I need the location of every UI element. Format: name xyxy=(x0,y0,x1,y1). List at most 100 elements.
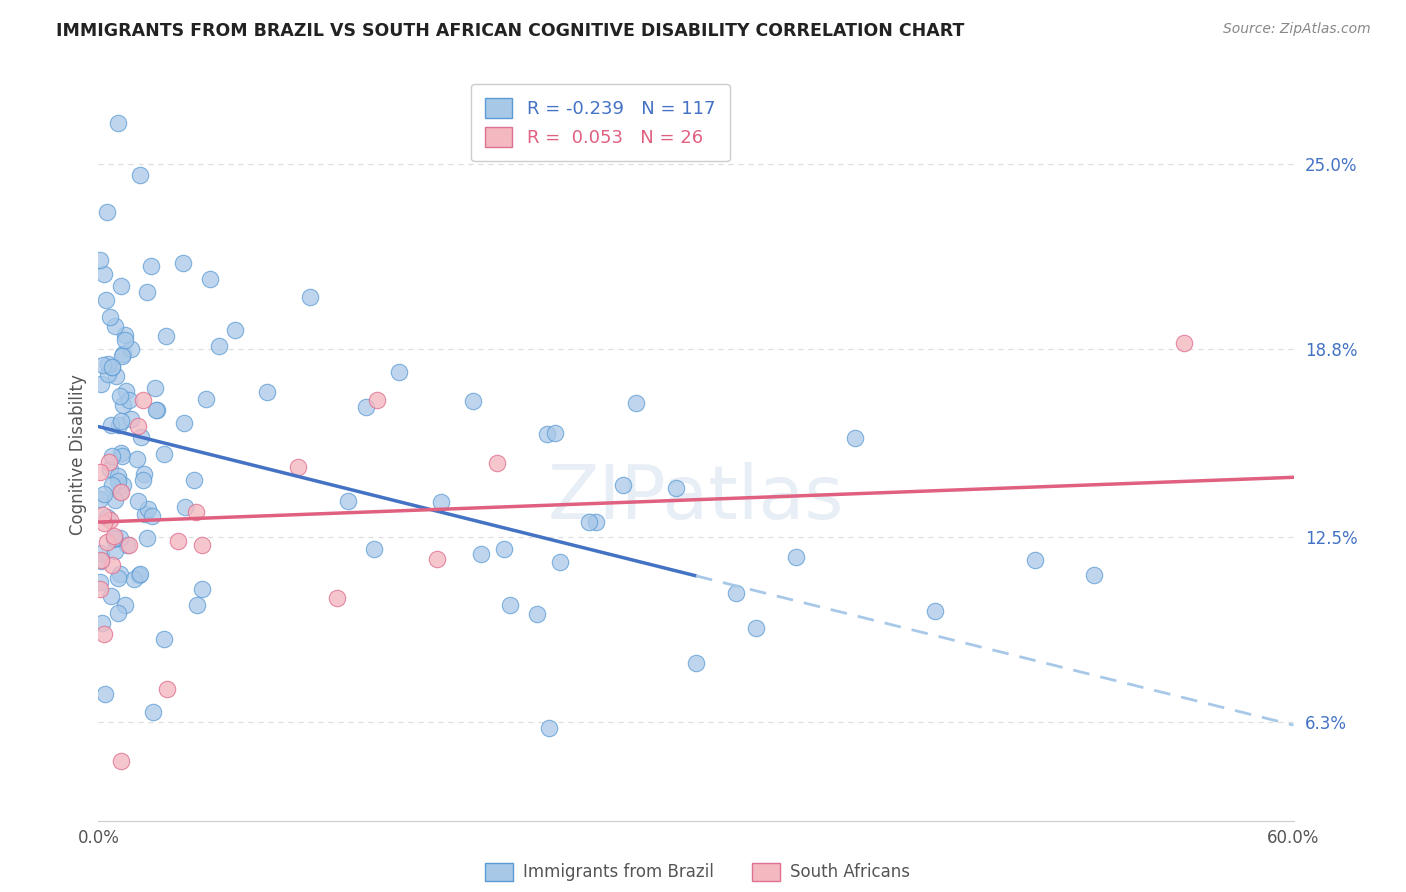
Point xyxy=(224,323,246,337)
Point xyxy=(526,607,548,621)
Point xyxy=(107,606,129,620)
Point xyxy=(110,445,132,459)
Point xyxy=(89,253,111,268)
Point xyxy=(90,376,112,391)
Text: IMMIGRANTS FROM BRAZIL VS SOUTH AFRICAN COGNITIVE DISABILITY CORRELATION CHART: IMMIGRANTS FROM BRAZIL VS SOUTH AFRICAN … xyxy=(56,22,965,40)
Point xyxy=(110,567,132,582)
Point xyxy=(132,467,155,482)
Point xyxy=(132,474,155,488)
Point xyxy=(299,290,322,304)
Point xyxy=(100,418,122,433)
Text: ZIPatlas: ZIPatlas xyxy=(548,462,844,535)
Point xyxy=(94,687,117,701)
Point xyxy=(96,205,118,219)
Point xyxy=(127,419,149,434)
Point xyxy=(183,474,205,488)
Point xyxy=(104,369,127,384)
Point xyxy=(470,547,492,561)
Point xyxy=(128,567,150,582)
Point xyxy=(426,551,449,566)
Point xyxy=(388,366,411,380)
Point xyxy=(785,550,807,565)
Point xyxy=(173,500,195,514)
Point xyxy=(430,495,453,509)
Point xyxy=(194,392,217,406)
Point xyxy=(98,310,121,324)
Point xyxy=(107,571,129,585)
Point xyxy=(100,589,122,603)
Point xyxy=(108,531,131,545)
Point xyxy=(145,381,167,395)
Point xyxy=(142,705,165,719)
Point xyxy=(112,478,135,492)
Point xyxy=(124,572,146,586)
Point xyxy=(1024,553,1046,567)
Point xyxy=(111,450,134,464)
Point xyxy=(499,598,522,612)
Point xyxy=(104,318,127,333)
Point xyxy=(115,384,138,398)
Point xyxy=(363,541,385,556)
Point xyxy=(107,469,129,483)
Point xyxy=(100,558,122,572)
Point xyxy=(110,485,132,500)
Point xyxy=(108,485,131,500)
Point xyxy=(90,616,112,631)
Point xyxy=(114,598,136,612)
Point xyxy=(98,462,121,476)
Point xyxy=(172,256,194,270)
Point xyxy=(110,754,132,768)
Point xyxy=(924,603,946,617)
Point xyxy=(93,267,115,281)
Point xyxy=(107,474,129,488)
Point xyxy=(98,455,121,469)
Point xyxy=(89,491,111,506)
Point xyxy=(152,632,174,646)
Point xyxy=(337,493,360,508)
Point xyxy=(100,359,122,374)
Point xyxy=(612,478,634,492)
Point xyxy=(153,446,176,460)
Y-axis label: Cognitive Disability: Cognitive Disability xyxy=(69,375,87,535)
Point xyxy=(118,393,141,408)
Point xyxy=(101,450,124,464)
Point xyxy=(132,392,155,407)
Point xyxy=(111,349,134,363)
Point xyxy=(136,501,159,516)
Legend: R = -0.239   N = 117, R =  0.053   N = 26: R = -0.239 N = 117, R = 0.053 N = 26 xyxy=(471,84,730,161)
Point xyxy=(96,510,118,524)
Point xyxy=(114,333,136,347)
Point xyxy=(108,417,131,432)
Point xyxy=(461,394,484,409)
Point xyxy=(112,347,135,361)
Point xyxy=(135,531,157,545)
Point xyxy=(134,507,156,521)
Point xyxy=(110,279,132,293)
Point xyxy=(156,681,179,696)
Point xyxy=(129,168,152,182)
Point xyxy=(94,293,117,307)
Point xyxy=(724,586,747,600)
Point xyxy=(93,516,115,530)
Point xyxy=(98,513,121,527)
Point xyxy=(110,414,132,428)
Point xyxy=(146,403,169,417)
Point xyxy=(108,389,131,403)
Point xyxy=(544,425,567,440)
Point xyxy=(191,582,214,597)
Point xyxy=(129,430,152,444)
Point xyxy=(155,328,177,343)
Point xyxy=(127,493,149,508)
Point xyxy=(494,541,516,556)
Point xyxy=(207,338,229,352)
Point xyxy=(585,515,607,529)
Point xyxy=(366,393,388,408)
Point xyxy=(100,478,122,492)
Point xyxy=(536,426,558,441)
Point xyxy=(103,529,125,543)
Point xyxy=(125,451,148,466)
Point xyxy=(97,367,120,381)
Point xyxy=(256,385,278,400)
Point xyxy=(111,398,134,412)
Point xyxy=(665,481,688,495)
